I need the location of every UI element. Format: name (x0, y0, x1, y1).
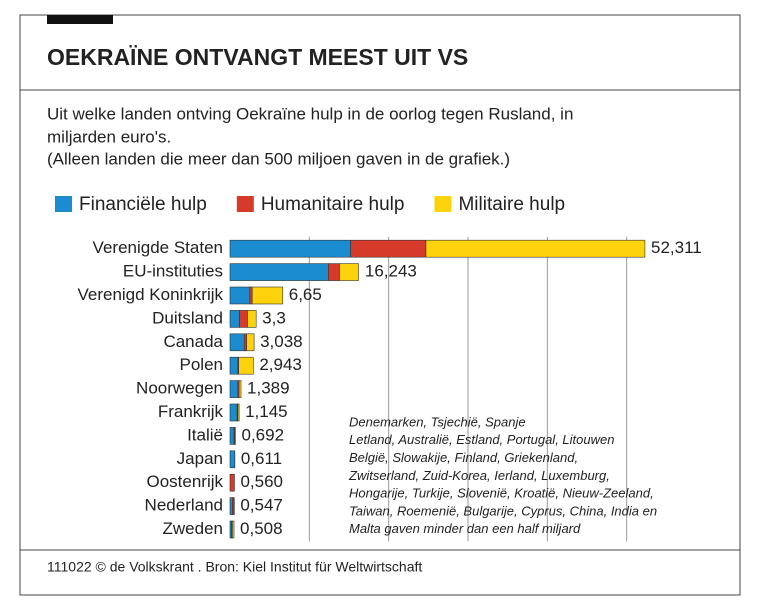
y-tick-label: Verenigde Staten (93, 238, 223, 257)
chart-title: OEKRAÏNE ONTVANGT MEEST UIT VS (47, 44, 468, 70)
note: Zwitserland, Zuid-Korea, Ierland, Luxemb… (348, 468, 610, 483)
bar-segment (229, 403, 238, 422)
total-label: 1,145 (245, 402, 288, 421)
total-label: 1,389 (247, 379, 290, 398)
y-tick-label: Duitsland (152, 308, 223, 327)
bar-segment (229, 473, 235, 492)
bar-segment (229, 239, 351, 258)
subtitle: (Alleen landen die meer dan 500 miljoen … (47, 149, 510, 168)
legend-swatch (434, 196, 452, 212)
bar-segment (229, 356, 239, 375)
total-label: 0,692 (241, 425, 284, 444)
bar-segment (350, 239, 427, 258)
bar-segment (339, 263, 359, 281)
note: België, Slowakije, Finland, Griekenland, (349, 450, 578, 465)
bar-segment (247, 310, 257, 328)
bar-segment (229, 286, 251, 305)
note: Taiwan, Roemenië, Bulgarije, Cyprus, Chi… (349, 503, 657, 518)
bar-segment (229, 497, 233, 515)
total-label: 0,560 (240, 472, 283, 491)
legend-swatch (236, 196, 254, 212)
bar-segment (238, 380, 242, 398)
y-tick-label: Oostenrijk (146, 472, 223, 491)
y-tick-label: Zweden (163, 519, 223, 538)
total-label: 0,508 (240, 519, 283, 538)
total-label: 3,3 (262, 308, 286, 327)
note: Malta gaven minder dan een half miljard (349, 521, 581, 536)
bar-segment (229, 450, 236, 469)
source: 111022 © de Volkskrant . Bron: Kiel Inst… (47, 559, 422, 575)
total-label: 52,311 (651, 238, 702, 257)
bar-segment (251, 286, 284, 305)
bar-segment (232, 520, 235, 539)
total-label: 2,943 (259, 355, 302, 374)
note: Hongarije, Turkije, Slovenië, Kroatië, N… (349, 486, 654, 501)
bar-segment (238, 356, 254, 375)
total-label: 6,65 (289, 285, 322, 304)
y-tick-label: Noorwegen (136, 379, 223, 398)
bar-segment (246, 333, 255, 352)
y-tick-label: Japan (177, 449, 223, 468)
bar-segment (425, 239, 646, 258)
total-label: 16,243 (365, 262, 417, 281)
legend-label: Militaire hulp (458, 194, 565, 215)
bar-segment (237, 403, 240, 422)
tab (47, 15, 113, 24)
bar-segment (229, 427, 235, 445)
legend-swatch (55, 196, 72, 212)
note: Denemarken, Tsjechië, Spanje (349, 414, 526, 429)
total-label: 0,547 (240, 496, 283, 515)
y-tick-label: EU-instituties (123, 262, 223, 281)
legend-label: Humanitaire hulp (261, 194, 405, 215)
y-tick-label: Italië (187, 425, 223, 444)
note: Letland, Australië, Estland, Portugal, L… (349, 432, 614, 447)
bar-segment (229, 263, 329, 281)
subtitle: miljarden euro's. (47, 127, 171, 146)
y-tick-label: Verenigd Koninkrijk (77, 285, 223, 304)
subtitle: Uit welke landen ontving Oekraïne hulp i… (47, 104, 573, 123)
bar-segment (229, 310, 240, 328)
y-tick-label: Canada (163, 332, 223, 351)
bar-segment (249, 286, 253, 305)
frame (19, 14, 741, 596)
bar-segment (229, 333, 245, 352)
bar-segment (229, 380, 239, 398)
total-label: 3,038 (260, 332, 303, 351)
y-tick-label: Nederland (145, 496, 223, 515)
y-tick-label: Frankrijk (158, 402, 224, 421)
y-tick-label: Polen (180, 355, 223, 374)
total-label: 0,611 (241, 449, 282, 468)
bar-segment (239, 310, 248, 328)
legend-label: Financiële hulp (79, 194, 207, 215)
bar-segment (328, 263, 340, 281)
bar-segment (234, 427, 236, 445)
bar-segment (243, 333, 247, 352)
